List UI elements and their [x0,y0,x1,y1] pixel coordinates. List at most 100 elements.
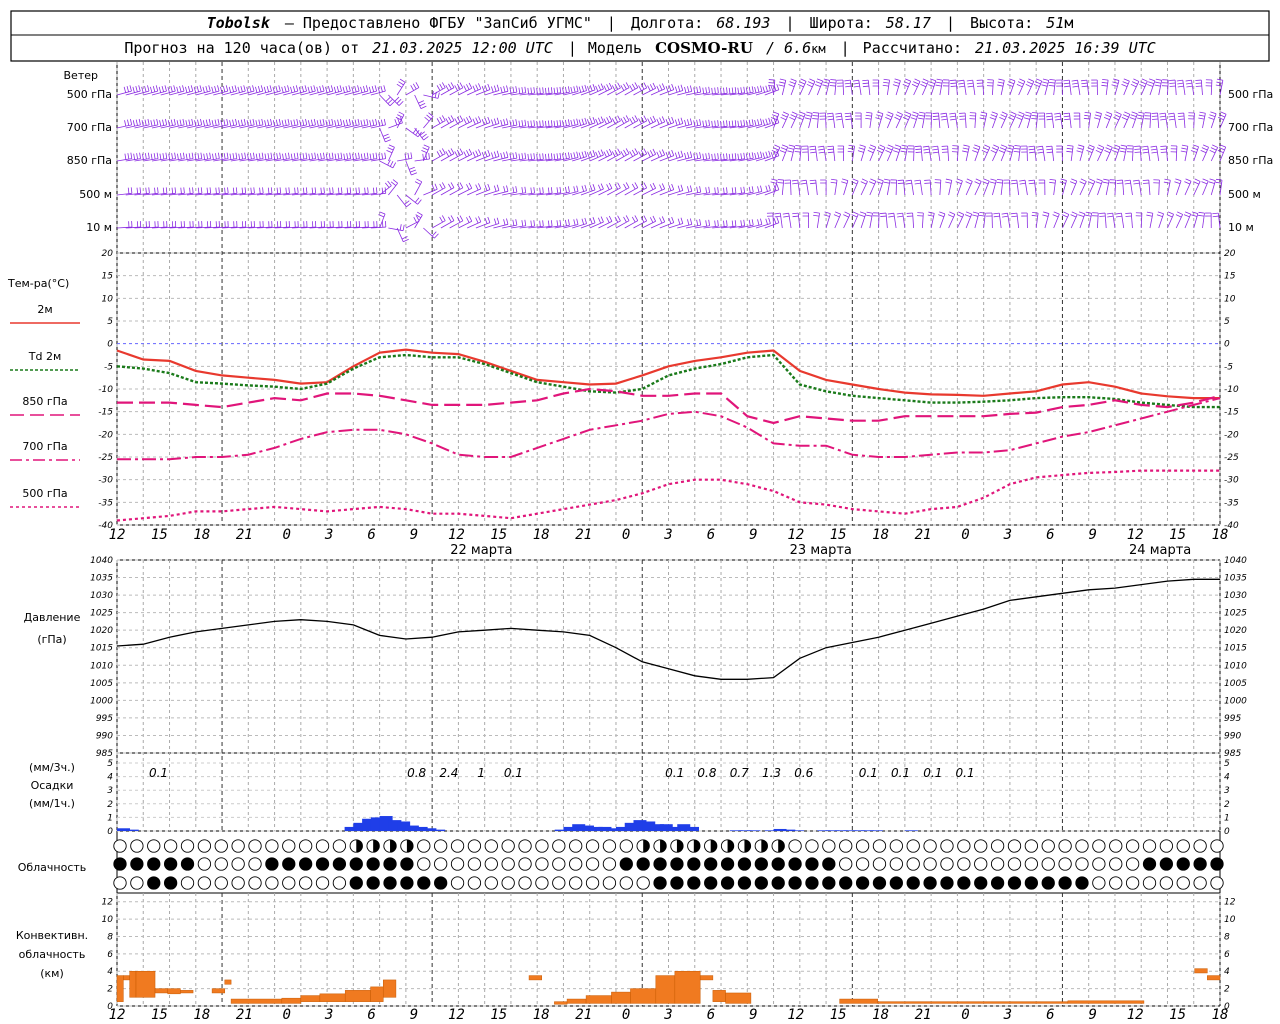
wind-barb-flag [496,84,500,91]
cloud-symbol [501,839,515,853]
cloud-symbol [1176,839,1190,853]
cloud-symbol [366,857,380,871]
wind-barb-flag [592,184,596,190]
wind-barb [292,192,308,196]
wind-barb-flag [1019,179,1026,182]
wind-barb [1079,213,1086,229]
wind-barb-flag [503,119,506,126]
wind-barb [125,124,141,129]
wind-barb-flag [813,211,820,214]
wind-barb-flag [1053,211,1060,215]
precip-unit-1h: (мм/1ч.) [29,797,75,810]
wind-barb-flag [693,87,696,94]
wind-barb-flag [223,119,226,126]
wind-barb-flag [1007,84,1014,87]
cloud-symbol [1041,857,1055,871]
wind-barb-flag [426,114,432,120]
wind-barb-flag [420,105,427,109]
wind-barb-flag [1146,211,1153,214]
wind-barb-flag [188,119,191,126]
wind-barb-flag [547,187,550,194]
wind-barb-flag [382,133,389,137]
wind-barb-flag [600,83,604,90]
wind-barb-flag [1102,78,1109,81]
wind-barb-flag [378,120,381,127]
wind-barb-flag [165,187,168,194]
wind-barb-flag [611,85,616,91]
wind-barb-flag [211,120,214,127]
wind-barb-flag [562,120,564,127]
wind-barb-flag [950,85,957,87]
hour-label: 3 [324,527,333,543]
wind-barb-flag [792,215,799,218]
wind-barb [256,90,272,96]
wind-barb [186,158,202,162]
wind-barb-flag [894,147,900,150]
wind-barb-flag [640,183,645,190]
cloud-symbol [163,876,178,890]
wind-barb-flag [521,120,524,127]
wind-barb [423,147,430,162]
wind-barb-flag [299,153,302,160]
temp-title: Тем-ра(°C) [7,277,69,290]
wind-barb-flag [611,118,616,124]
wind-barb-flag [1070,214,1077,218]
wind-barb-flag [677,185,681,192]
wind-barb-flag [200,187,203,194]
wind-barb-flag [1112,150,1119,153]
wind-barb-flag [136,153,138,160]
wind-barb [528,225,544,229]
wind-barb [1184,146,1189,162]
wind-barb [257,192,273,196]
wind-barb-flag [500,119,503,126]
wind-barb [895,80,901,96]
wind-barb-flag [346,153,349,160]
wind-barb [825,80,831,96]
wind-barb-flag [745,120,748,127]
conv-tick-left: 0 [107,1002,113,1012]
wind-barb [493,223,509,229]
conv-bar [135,970,156,998]
wind-barb-flag [608,148,613,155]
wind-barb-flag [127,187,130,194]
wind-barb-flag [717,220,719,227]
wind-barb-flag [696,186,699,193]
precip-tick-left: 1 [107,813,113,823]
wind-barb [947,146,950,162]
wind-barb-flag [1131,81,1138,85]
wind-barb-flag [136,187,139,194]
wind-barb-flag [416,215,420,222]
wind-barb-flag [962,147,969,150]
wind-barb-flag [182,152,185,159]
wind-barb-flag [506,218,509,225]
hour-label-bottom: 15 [151,1007,168,1023]
wind-barb-flag [659,117,663,124]
wind-barb-flag [272,86,275,93]
wind-barb [1147,146,1151,162]
wind-barb [291,124,307,129]
press-tick-right: 1010 [1224,661,1247,671]
wind-barb-flag [225,85,229,92]
conv-title-1: Конвективн. [16,929,88,942]
wind-barb-flag [965,181,972,185]
temp-tick-left: -10 [98,385,113,395]
wind-barb [668,223,683,229]
wind-barb [1129,180,1133,196]
wind-barb-flag [824,211,831,215]
wind-barb [615,120,630,129]
wind-barb-flag [496,217,500,224]
wind-barb-flag [542,120,544,127]
cloud-symbol [940,857,954,871]
wind-barb [983,147,991,162]
wind-barb-flag [861,178,868,182]
wind-barb-flag [1115,111,1122,115]
wind-barb-flag [693,153,696,160]
wind-barb-flag [674,152,678,159]
cloud-symbol [484,876,498,890]
wind-barb-flag [1181,147,1188,150]
temp-tick-right: -5 [1224,362,1233,372]
precip-tick-left: 5 [107,759,113,769]
wind-barb [458,187,472,196]
cloud-symbol [130,839,144,853]
wind-barb-flag [760,85,763,92]
